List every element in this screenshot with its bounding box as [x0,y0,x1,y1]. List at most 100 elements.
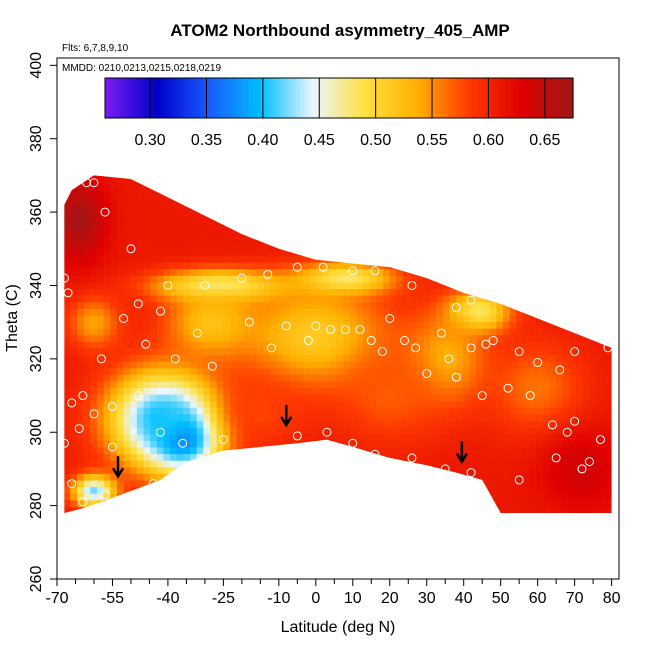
heatmap-cell [283,354,291,362]
heatmap-cell [223,248,231,256]
heatmap-cell [136,308,145,316]
heatmap-cell [256,255,264,263]
heatmap-cell [309,255,318,263]
heatmap-cell [57,295,64,302]
heatmap-cell [116,262,125,270]
heatmap-cell [410,526,417,533]
heatmap-cell [130,182,138,190]
heatmap-cell [462,255,471,263]
heatmap-cell [110,228,118,237]
heatmap-cell [409,202,417,210]
heatmap-cell [283,473,291,481]
heatmap-cell [143,367,151,375]
heatmap-cell [90,427,98,435]
heatmap-cell [462,275,471,283]
heatmap-cell [376,175,384,177]
heatmap-cell [223,182,231,190]
heatmap-cell [396,341,404,349]
heatmap-cell [237,533,244,540]
heatmap-cell [130,308,138,316]
heatmap-cell [250,189,258,197]
heatmap-cell [210,380,218,389]
heatmap-cell [110,420,118,428]
heatmap-cell [64,137,71,144]
heatmap-cell [289,295,298,303]
heatmap-cell [110,248,118,256]
heatmap-cell [263,526,270,533]
heatmap-cell [216,380,224,389]
heatmap-cell [250,215,258,223]
heatmap-cell [429,262,437,270]
heatmap-cell [323,367,331,375]
heatmap-cell [163,566,170,573]
heatmap-cell [123,235,131,243]
heatmap-cell [230,130,237,137]
heatmap-cell [136,394,145,402]
heatmap-cell [409,493,417,501]
heatmap-cell [303,209,311,217]
heatmap-cell [276,427,284,435]
heatmap-cell [70,520,77,527]
heatmap-cell [263,255,271,263]
heatmap-cell [263,493,271,501]
heatmap-cell [203,341,211,349]
heatmap-cell [223,559,230,566]
heatmap-cell [216,301,224,309]
heatmap-cell [423,182,431,190]
heatmap-cell [163,479,171,488]
heatmap-cell [409,506,417,513]
heatmap-cell [363,222,371,230]
heatmap-cell [190,301,198,309]
heatmap-cell [343,553,350,560]
heatmap-cell [57,123,64,130]
heatmap-cell [456,413,464,422]
heatmap-cell [57,163,64,170]
heatmap-cell [77,104,84,111]
heatmap-cell [216,189,224,197]
heatmap-cell [84,97,91,104]
heatmap-cell [176,440,185,448]
heatmap-cell [123,328,131,336]
heatmap-cell [290,150,297,157]
heatmap-cell [316,209,324,217]
heatmap-cell [303,341,311,349]
heatmap-cell [429,215,437,223]
heatmap-cell [150,334,158,342]
heatmap-cell [210,215,218,223]
heatmap-cell [269,189,278,197]
heatmap-cell [456,182,464,190]
heatmap-cell [236,308,244,316]
heatmap-cell [263,427,271,435]
heatmap-cell [416,466,424,474]
heatmap-cell [190,150,197,157]
heatmap-cell [409,228,417,237]
heatmap-cell [183,202,191,210]
heatmap-cell [96,367,105,375]
heatmap-cell [110,255,118,263]
heatmap-cell [190,499,198,507]
heatmap-cell [462,394,471,402]
heatmap-cell [462,308,471,316]
heatmap-cell [97,143,104,150]
heatmap-cell [343,235,351,243]
heatmap-cell [443,182,451,190]
heatmap-cell [296,202,304,210]
heatmap-cell [256,195,264,204]
heatmap-cell [230,407,238,415]
heatmap-cell [116,394,125,402]
heatmap-cell [443,175,451,177]
heatmap-cell [369,486,378,494]
heatmap-cell [323,473,331,481]
heatmap-cell [250,546,257,553]
heatmap-cell [156,301,165,309]
heatmap-cell [469,493,477,501]
heatmap-cell [297,64,304,71]
heatmap-cell [263,334,271,342]
heatmap-cell [136,328,145,336]
heatmap-cell [150,195,158,204]
heatmap-cell [90,268,98,276]
heatmap-cell [409,453,417,461]
heatmap-cell [64,163,71,170]
heatmap-cell [157,546,164,553]
heatmap-cell [57,394,64,401]
